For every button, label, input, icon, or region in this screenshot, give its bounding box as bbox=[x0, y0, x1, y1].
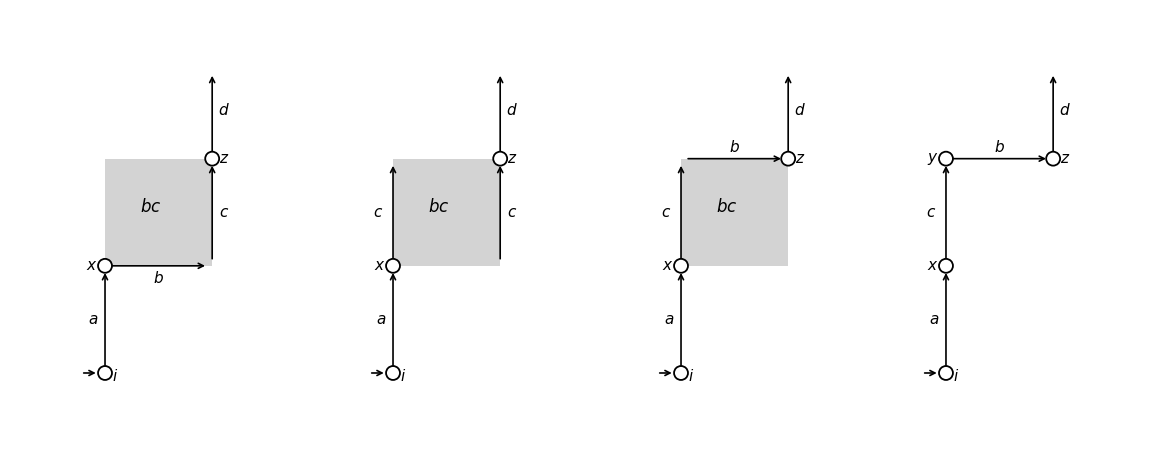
Text: $bc$: $bc$ bbox=[715, 198, 737, 216]
Text: $z$: $z$ bbox=[795, 151, 805, 166]
Text: $a$: $a$ bbox=[376, 312, 386, 327]
Text: $a$: $a$ bbox=[88, 312, 98, 327]
Circle shape bbox=[939, 366, 953, 380]
Circle shape bbox=[674, 259, 688, 273]
Circle shape bbox=[674, 366, 688, 380]
Text: $i$: $i$ bbox=[400, 368, 406, 383]
Text: $d$: $d$ bbox=[506, 103, 518, 118]
Circle shape bbox=[98, 259, 112, 273]
Text: $i$: $i$ bbox=[688, 368, 694, 383]
Text: $x$: $x$ bbox=[86, 258, 98, 274]
Text: $x$: $x$ bbox=[374, 258, 386, 274]
Circle shape bbox=[386, 259, 400, 273]
Text: $d$: $d$ bbox=[794, 103, 806, 118]
Bar bbox=[105, 158, 212, 266]
Text: $b$: $b$ bbox=[153, 270, 164, 286]
Text: $b$: $b$ bbox=[994, 139, 1005, 155]
Text: $x$: $x$ bbox=[927, 258, 939, 274]
Text: $z$: $z$ bbox=[507, 151, 517, 166]
Text: $c$: $c$ bbox=[219, 205, 229, 220]
Circle shape bbox=[493, 152, 507, 166]
Text: $b$: $b$ bbox=[729, 139, 740, 155]
Text: $z$: $z$ bbox=[219, 151, 229, 166]
Text: $c$: $c$ bbox=[661, 205, 672, 220]
Circle shape bbox=[205, 152, 219, 166]
Text: $d$: $d$ bbox=[1059, 103, 1071, 118]
Circle shape bbox=[939, 259, 953, 273]
Circle shape bbox=[98, 366, 112, 380]
Text: $c$: $c$ bbox=[373, 205, 384, 220]
Text: $y$: $y$ bbox=[927, 151, 939, 167]
Text: $z$: $z$ bbox=[1060, 151, 1070, 166]
Text: $c$: $c$ bbox=[926, 205, 937, 220]
Text: $c$: $c$ bbox=[507, 205, 517, 220]
Text: $i$: $i$ bbox=[112, 368, 118, 383]
Text: $bc$: $bc$ bbox=[139, 198, 161, 216]
Text: $bc$: $bc$ bbox=[427, 198, 449, 216]
Circle shape bbox=[386, 366, 400, 380]
Text: $x$: $x$ bbox=[662, 258, 674, 274]
Text: $i$: $i$ bbox=[953, 368, 958, 383]
Text: $a$: $a$ bbox=[664, 312, 674, 327]
Bar bbox=[681, 158, 788, 266]
Bar bbox=[393, 158, 500, 266]
Text: $a$: $a$ bbox=[929, 312, 939, 327]
Circle shape bbox=[781, 152, 795, 166]
Circle shape bbox=[939, 152, 953, 166]
Text: $d$: $d$ bbox=[218, 103, 230, 118]
Circle shape bbox=[1046, 152, 1060, 166]
